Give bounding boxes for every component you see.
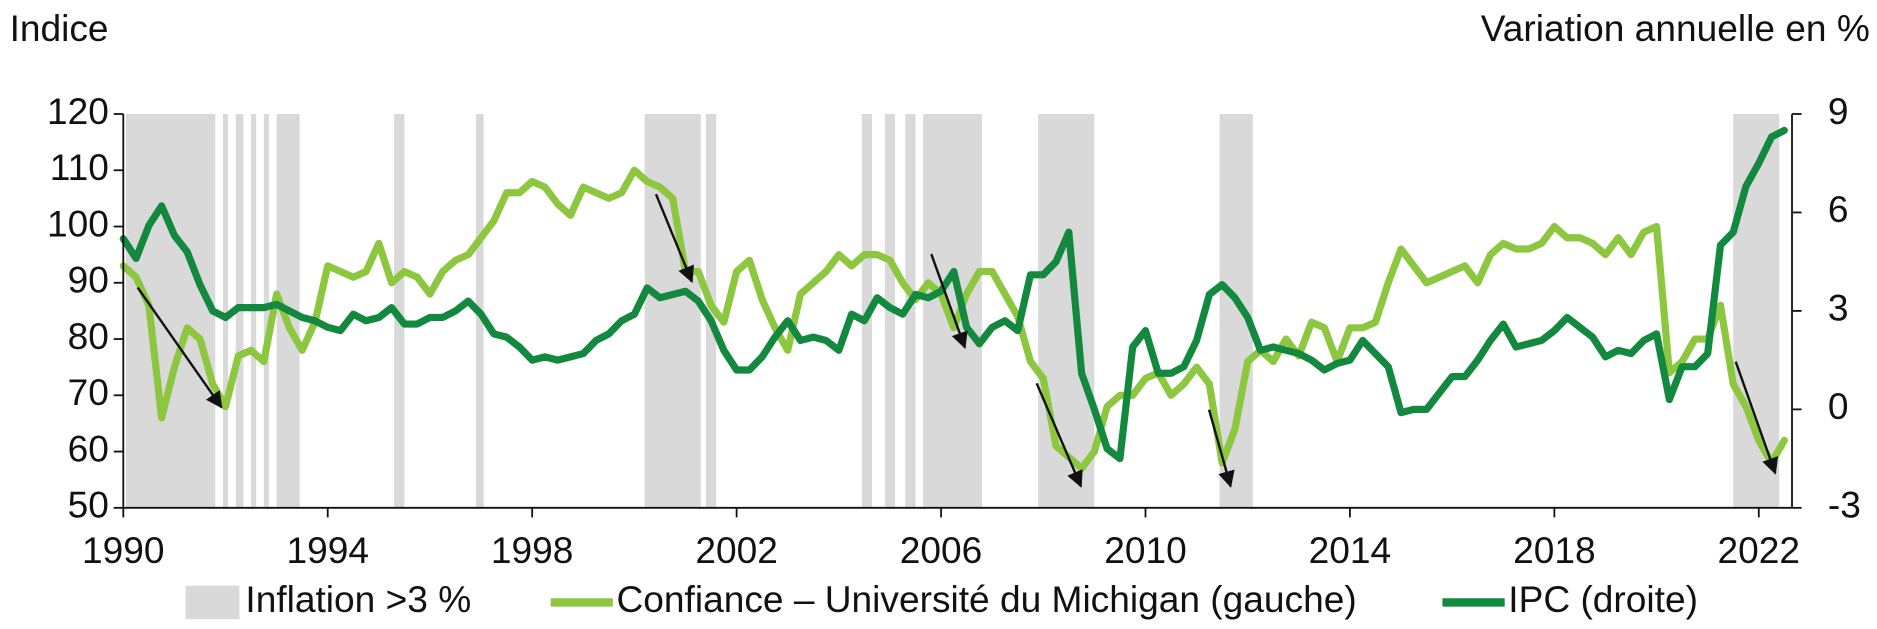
arrow [136, 286, 223, 409]
legend-label: Confiance – Université du Michigan (gauc… [616, 578, 1356, 620]
legend-swatch [185, 585, 240, 620]
y-tick-label: 100 [47, 202, 109, 244]
x-tick-label: 1990 [82, 529, 165, 571]
y-tick-label: 50 [68, 484, 109, 526]
inflation-band [222, 113, 229, 508]
arrow [1207, 409, 1235, 488]
x-tick-label: 2018 [1513, 529, 1596, 571]
y2-tick-label: 3 [1828, 287, 1849, 329]
y2-axis-title: Variation annuelle en % [1481, 7, 1870, 49]
x-tick-label: 2006 [900, 529, 983, 571]
series-line [119, 166, 1788, 473]
inflation-band [263, 113, 269, 508]
y2-tick-label: -3 [1828, 484, 1861, 526]
y-tick-label: 90 [68, 259, 109, 301]
y-tick-label: 70 [68, 371, 109, 413]
x-tick-label: 2010 [1104, 529, 1187, 571]
x-tick-label: 2002 [695, 529, 778, 571]
arrow [1734, 361, 1779, 475]
inflation-band [1038, 113, 1095, 508]
inflation-band [394, 113, 405, 508]
y2-tick-label: 9 [1828, 90, 1849, 132]
y2-tick-label: 0 [1828, 385, 1849, 427]
arrow [654, 193, 694, 284]
arrow [930, 253, 968, 349]
x-tick-label: 2022 [1718, 529, 1801, 571]
x-tick-label: 1994 [286, 529, 369, 571]
axes [113, 113, 1802, 518]
annotation-arrows [136, 193, 1779, 488]
series-line [119, 126, 1788, 463]
x-tick-label: 1998 [491, 529, 574, 571]
legend-label: IPC (droite) [1508, 578, 1698, 620]
y-tick-label: 110 [50, 146, 109, 188]
arrow [1035, 382, 1083, 488]
y-tick-label: 80 [68, 315, 109, 357]
inflation-band [125, 113, 216, 508]
lines [119, 126, 1788, 473]
legend-label: Inflation >3 % [245, 578, 471, 620]
inflation-band [905, 113, 916, 508]
legend: Inflation >3 % Confiance – Université du … [185, 578, 1698, 620]
y-axis-title: Indice [10, 7, 109, 49]
x-tick-label: 2014 [1309, 529, 1392, 571]
y-tick-label: 60 [68, 427, 109, 469]
inflation-band [644, 113, 701, 508]
y-tick-label: 120 [47, 90, 109, 132]
y2-tick-label: 6 [1828, 188, 1849, 230]
